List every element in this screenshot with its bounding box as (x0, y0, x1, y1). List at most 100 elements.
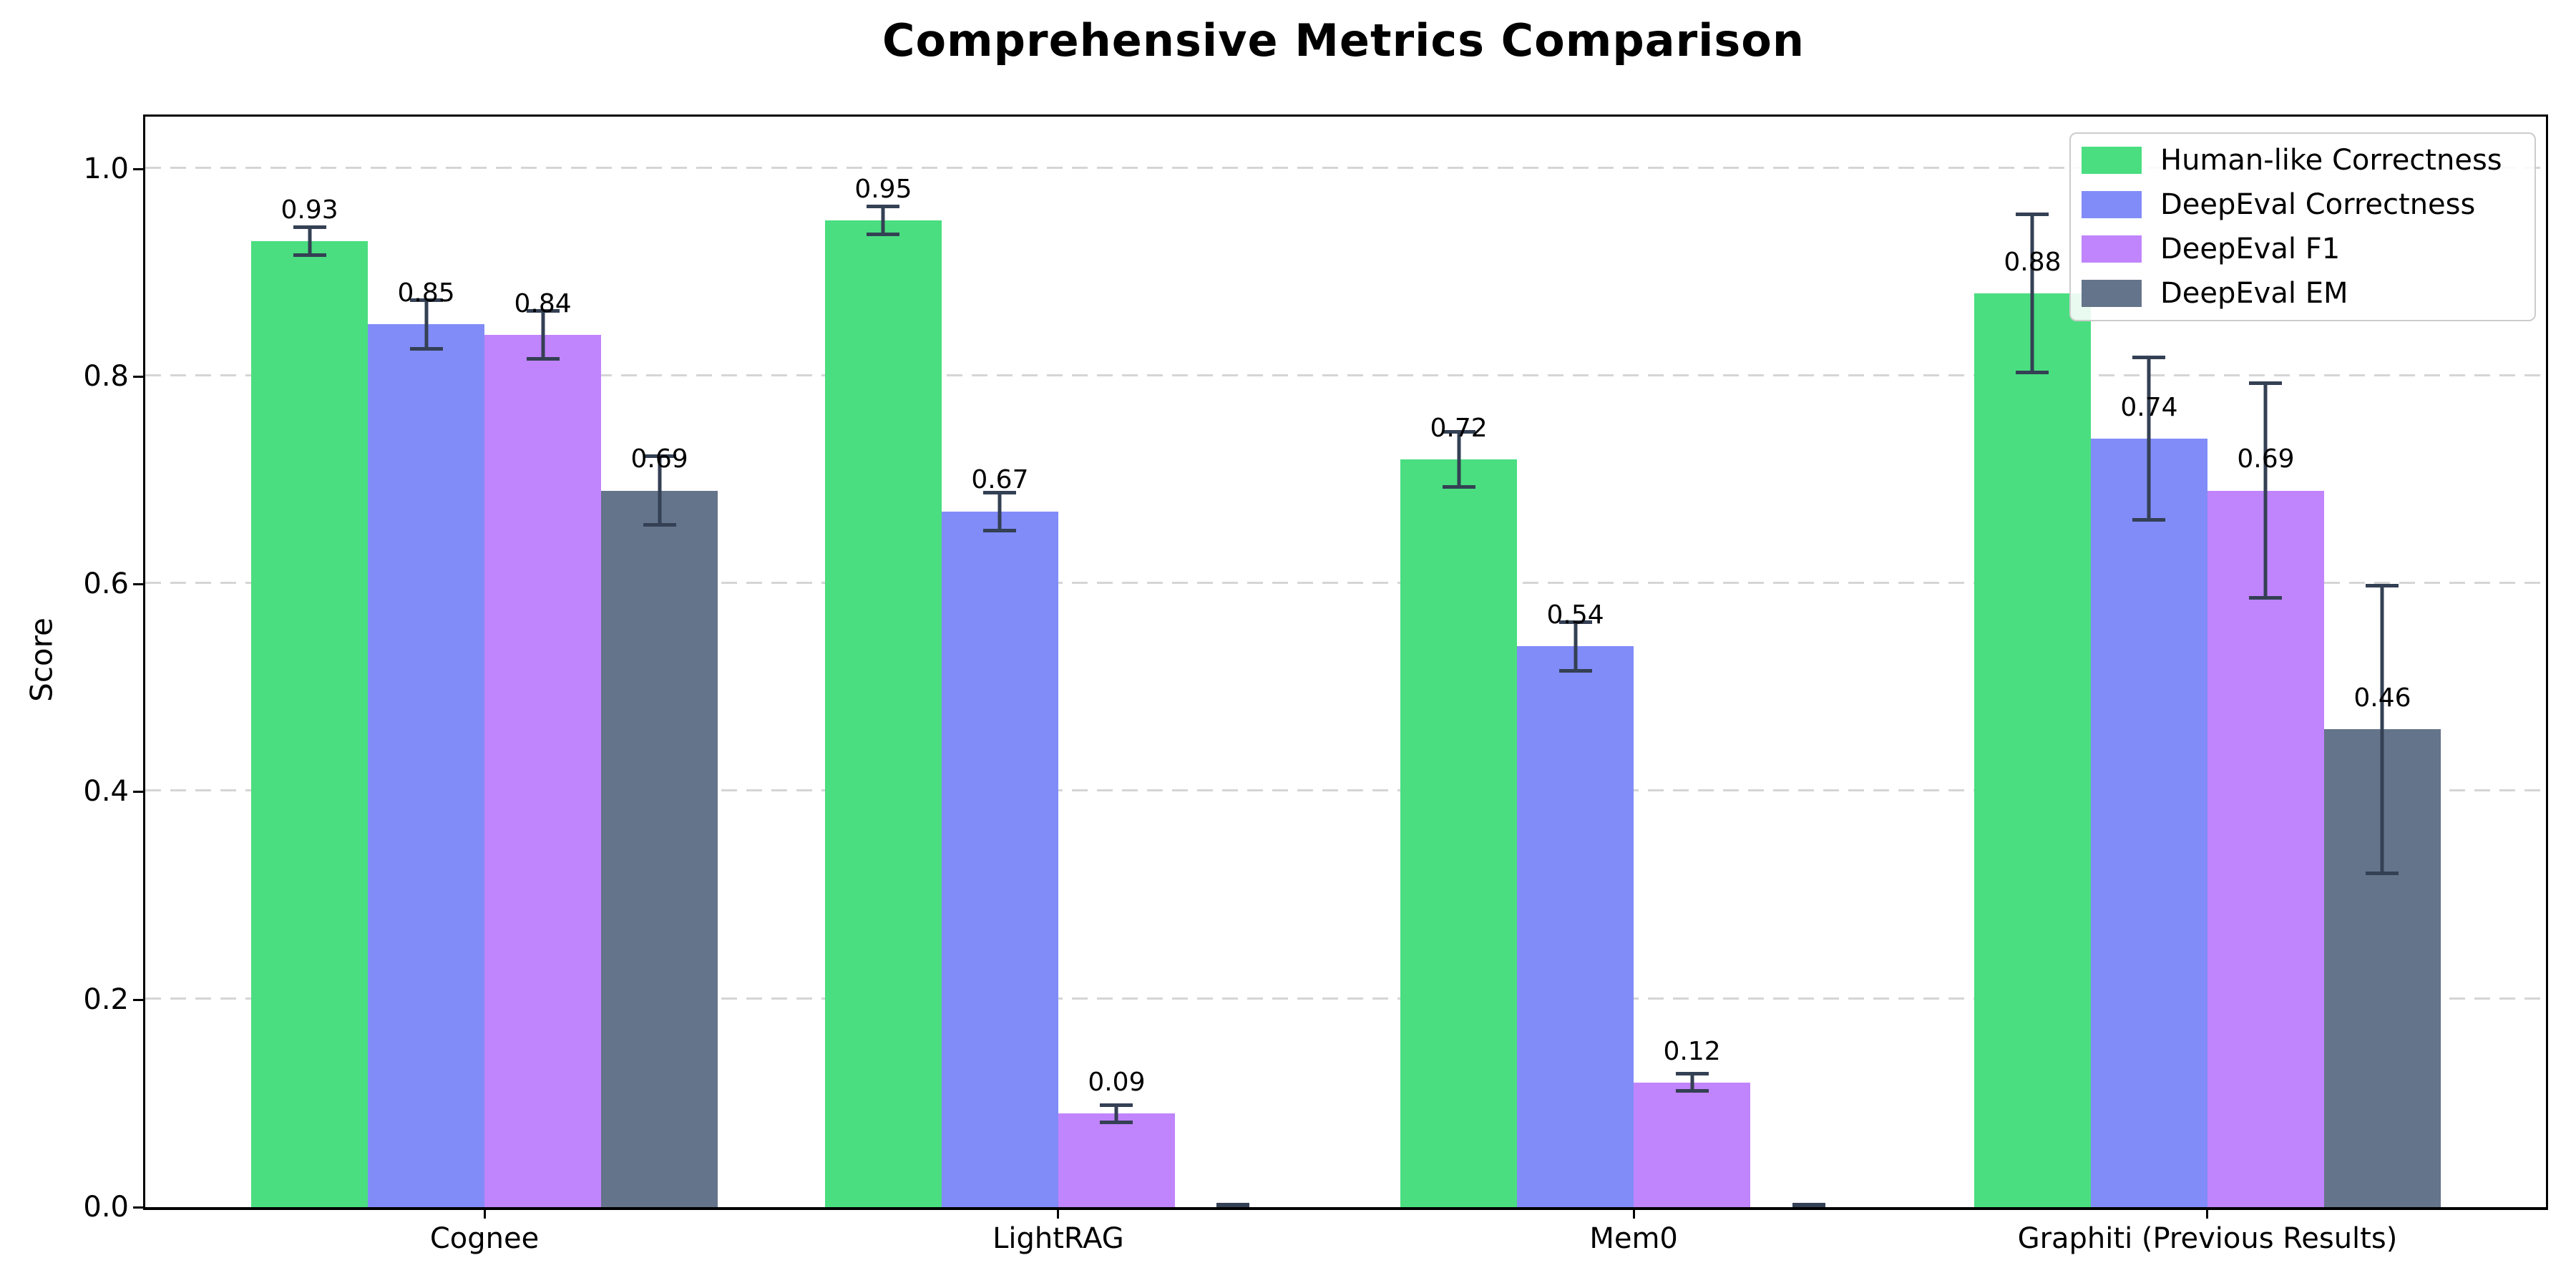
error-bar-cap-bottom (643, 523, 676, 527)
error-bar-line (1457, 430, 1461, 489)
y-tick (133, 791, 144, 794)
legend-item-deepeval-correctness: DeepEval Correctness (2082, 182, 2520, 227)
bar-value-label: 0.46 (2353, 683, 2411, 713)
error-bar-cap-bottom (2016, 370, 2049, 374)
gridline-0.8 (145, 374, 2546, 376)
error-bar-lightrag-deepeval-em (1216, 1203, 1250, 1207)
error-bar-cap-bottom (2249, 595, 2283, 600)
y-tick-label: 0.6 (83, 567, 129, 601)
error-bar-cap-top (526, 308, 560, 313)
error-bar-cap-top (293, 225, 326, 230)
bar-value-label: 0.84 (514, 288, 572, 318)
bar-mem0-human-like-correctness (1400, 459, 1518, 1207)
error-bar-cognee-deepeval-correctness (409, 298, 443, 351)
error-bar-line (2147, 355, 2151, 522)
error-bar-cap-top (1675, 1072, 1709, 1076)
x-tick-label-lightrag: LightRAG (992, 1222, 1124, 1255)
error-bar-line (881, 205, 885, 236)
bar-value-label: 0.54 (1546, 600, 1604, 630)
error-bar-graphiti-previous-results-deepeval-f1 (2249, 381, 2283, 600)
error-bar-line (308, 225, 312, 257)
bar-cognee-deepeval-em (601, 490, 718, 1207)
error-bar-cap-bottom (983, 528, 1017, 532)
error-bar-lightrag-deepeval-correctness (983, 490, 1017, 532)
error-bar-line (2030, 212, 2034, 374)
error-bar-cap-top (643, 454, 676, 458)
x-tick-label-mem0: Mem0 (1589, 1222, 1678, 1255)
error-bar-graphiti-previous-results-deepeval-correctness (2132, 355, 2166, 522)
legend-swatch-deepeval-correctness (2082, 191, 2142, 218)
legend-swatch-deepeval-f1 (2082, 235, 2142, 263)
y-tick-label: 0.8 (83, 359, 129, 393)
error-bar-line (1574, 620, 1578, 673)
legend-swatch-deepeval-em (2082, 280, 2142, 307)
error-bar-cap-bottom (1792, 1204, 1825, 1207)
error-bar-cap-top (2016, 212, 2049, 216)
bar-value-label: 0.09 (1088, 1068, 1146, 1098)
error-bar-line (541, 308, 545, 361)
error-bar-line (2380, 584, 2384, 875)
bar-cognee-deepeval-f1 (484, 334, 602, 1207)
chart-title: Comprehensive Metrics Comparison (882, 14, 1805, 67)
error-bar-cap-top (409, 298, 443, 303)
error-bar-cognee-human-like-correctness (293, 225, 326, 257)
error-bar-cap-bottom (526, 357, 560, 361)
error-bar-lightrag-human-like-correctness (867, 205, 900, 236)
error-bar-mem0-human-like-correctness (1442, 430, 1475, 489)
error-bar-cap-top (2249, 381, 2283, 386)
bar-graphiti-previous-results-human-like-correctness (1974, 293, 2091, 1207)
error-bar-line (1114, 1103, 1118, 1124)
error-bar-cap-bottom (293, 253, 326, 257)
bar-value-label: 0.69 (2237, 444, 2295, 474)
y-tick (133, 167, 144, 170)
error-bar-cap-top (2366, 584, 2399, 588)
error-bar-cap-top (1100, 1103, 1133, 1107)
bar-lightrag-deepeval-correctness (941, 511, 1058, 1207)
legend-label-human-like-correctness: Human-like Correctness (2160, 144, 2502, 177)
error-bar-cap-bottom (867, 232, 900, 236)
bar-graphiti-previous-results-deepeval-correctness (2090, 438, 2207, 1207)
legend-swatch-human-like-correctness (2082, 147, 2142, 174)
error-bar-line (997, 490, 1002, 532)
y-tick-label: 0.2 (83, 982, 129, 1016)
y-tick-label: 1.0 (83, 152, 129, 185)
error-bar-cap-top (1558, 620, 1592, 624)
error-bar-graphiti-previous-results-deepeval-em (2366, 584, 2399, 875)
bar-mem0-deepeval-correctness (1517, 646, 1634, 1207)
y-tick (133, 583, 144, 586)
y-axis-label: Score (24, 618, 59, 702)
y-tick (133, 998, 144, 1001)
legend-item-human-like-correctness: Human-like Correctness (2082, 138, 2520, 182)
bar-lightrag-human-like-correctness (824, 220, 942, 1207)
bar-lightrag-deepeval-f1 (1058, 1113, 1175, 1207)
error-bar-line (658, 454, 662, 527)
y-tick-label: 0.0 (83, 1191, 129, 1224)
bar-value-label: 0.72 (1430, 413, 1488, 443)
error-bar-cap-top (983, 490, 1017, 494)
error-bar-cognee-deepeval-f1 (526, 308, 560, 361)
bar-value-label: 0.69 (630, 444, 688, 474)
error-bar-cap-bottom (1442, 484, 1475, 489)
error-bar-cap-top (2132, 355, 2166, 359)
x-tick (1057, 1208, 1060, 1219)
gridline-0.2 (145, 997, 2546, 1000)
bar-value-label: 0.67 (971, 465, 1029, 495)
bar-value-label: 0.93 (280, 195, 338, 225)
error-bar-mem0-deepeval-em (1792, 1203, 1825, 1207)
legend: Human-like Correctness DeepEval Correctne… (2069, 132, 2536, 321)
bar-value-label: 0.88 (2004, 247, 2062, 277)
error-bar-cognee-deepeval-em (643, 454, 676, 527)
plot-area: Human-like Correctness DeepEval Correctne… (143, 114, 2548, 1210)
bar-cognee-deepeval-correctness (368, 324, 485, 1207)
error-bar-cap-bottom (1100, 1120, 1133, 1124)
error-bar-graphiti-previous-results-human-like-correctness (2016, 212, 2049, 374)
error-bar-cap-top (867, 205, 900, 209)
x-tick (2206, 1208, 2209, 1219)
error-bar-cap-bottom (2366, 871, 2399, 875)
gridline-0.4 (145, 789, 2546, 792)
error-bar-cap-bottom (1216, 1204, 1250, 1207)
bar-cognee-human-like-correctness (251, 241, 369, 1207)
bar-value-label: 0.95 (854, 174, 912, 204)
bar-value-label: 0.12 (1663, 1036, 1721, 1066)
